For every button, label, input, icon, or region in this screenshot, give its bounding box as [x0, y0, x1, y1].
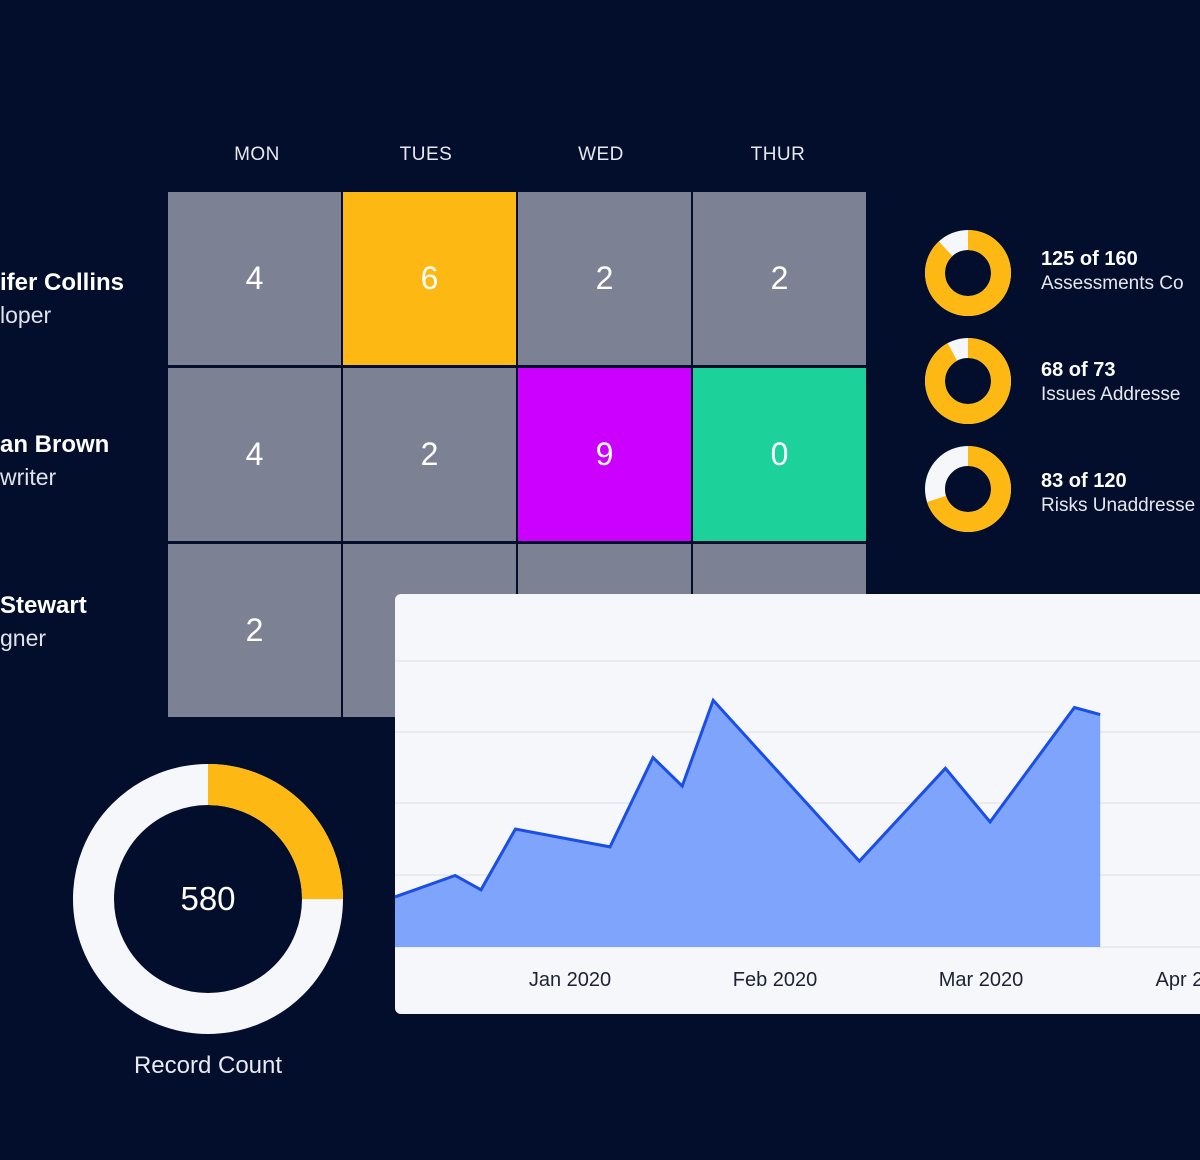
cell-value: 4	[245, 260, 264, 296]
person-role: writer	[0, 464, 57, 490]
day-header-tues: TUES	[399, 144, 453, 165]
donut-progress	[73, 764, 343, 1034]
heatmap-cell[interactable]: 4	[168, 368, 341, 541]
person-row-3: Stewart gner	[0, 591, 87, 655]
cell-value: 0	[770, 436, 789, 472]
area-series-fill	[395, 700, 1101, 947]
cell-value: 2	[770, 260, 789, 296]
donut-progress	[925, 446, 1011, 532]
risks-donut	[925, 446, 1011, 532]
heatmap-cell[interactable]: 0	[693, 368, 866, 541]
area-series-line	[395, 697, 1101, 899]
x-tick-label: Mar 2020	[939, 969, 1024, 991]
person-role: gner	[0, 625, 47, 651]
stat-label: Issues Addresse	[1041, 384, 1181, 405]
donut-progress	[925, 230, 1011, 316]
stat-label: Risks Unaddresse	[1041, 495, 1196, 516]
heatmap-cell[interactable]: 9	[518, 368, 691, 541]
x-tick-label: Feb 2020	[733, 969, 818, 991]
assessments-stat: 125 of 160 Assessments Co	[1041, 246, 1184, 296]
stat-value: 83 of 120	[1041, 470, 1127, 492]
x-tick-label: Jan 2020	[529, 969, 611, 991]
heatmap-cell[interactable]: 4	[168, 192, 341, 365]
person-name: Stewart	[0, 592, 87, 619]
cell-value: 4	[245, 436, 264, 472]
cell-value: 2	[245, 612, 264, 648]
x-axis-ticks: Jan 2020 Feb 2020 Mar 2020 Apr 20	[529, 969, 1200, 991]
heatmap-cell[interactable]: 2	[343, 368, 516, 541]
area-chart: Jan 2020 Feb 2020 Mar 2020 Apr 20	[395, 660, 1200, 991]
cell-value: 2	[595, 260, 614, 296]
issues-donut	[925, 338, 1011, 424]
stat-label: Assessments Co	[1041, 273, 1184, 294]
stat-value: 68 of 73	[1041, 359, 1116, 381]
donut-progress	[925, 338, 1011, 424]
heatmap-cell[interactable]: 2	[693, 192, 866, 365]
person-role: loper	[0, 302, 52, 328]
stat-value: 125 of 160	[1041, 248, 1138, 270]
day-header-mon: MON	[234, 144, 280, 165]
cell-value: 9	[595, 436, 614, 472]
issues-stat: 68 of 73 Issues Addresse	[1041, 357, 1180, 407]
record-count-value: 580	[180, 880, 235, 917]
assessments-donut	[925, 230, 1011, 316]
person-row-1: ifer Collins loper	[0, 268, 124, 332]
heatmap-cell[interactable]: 2	[168, 544, 341, 717]
day-header-wed: WED	[578, 144, 624, 165]
record-count-donut: 580	[73, 764, 343, 1034]
person-name: an Brown	[0, 431, 110, 458]
cell-value: 6	[420, 260, 439, 296]
record-count-label: Record Count	[133, 1052, 283, 1079]
heatmap-cell[interactable]: 6	[343, 192, 516, 365]
person-row-2: an Brown writer	[0, 430, 109, 494]
day-header-thur: THUR	[750, 144, 806, 165]
cell-value: 2	[420, 436, 439, 472]
risks-stat: 83 of 120 Risks Unaddresse	[1041, 468, 1195, 518]
heatmap-cell[interactable]: 2	[518, 192, 691, 365]
person-name: ifer Collins	[0, 269, 125, 296]
area-chart-card: Jan 2020 Feb 2020 Mar 2020 Apr 20	[395, 594, 1200, 1014]
x-tick-label: Apr 20	[1156, 969, 1200, 991]
